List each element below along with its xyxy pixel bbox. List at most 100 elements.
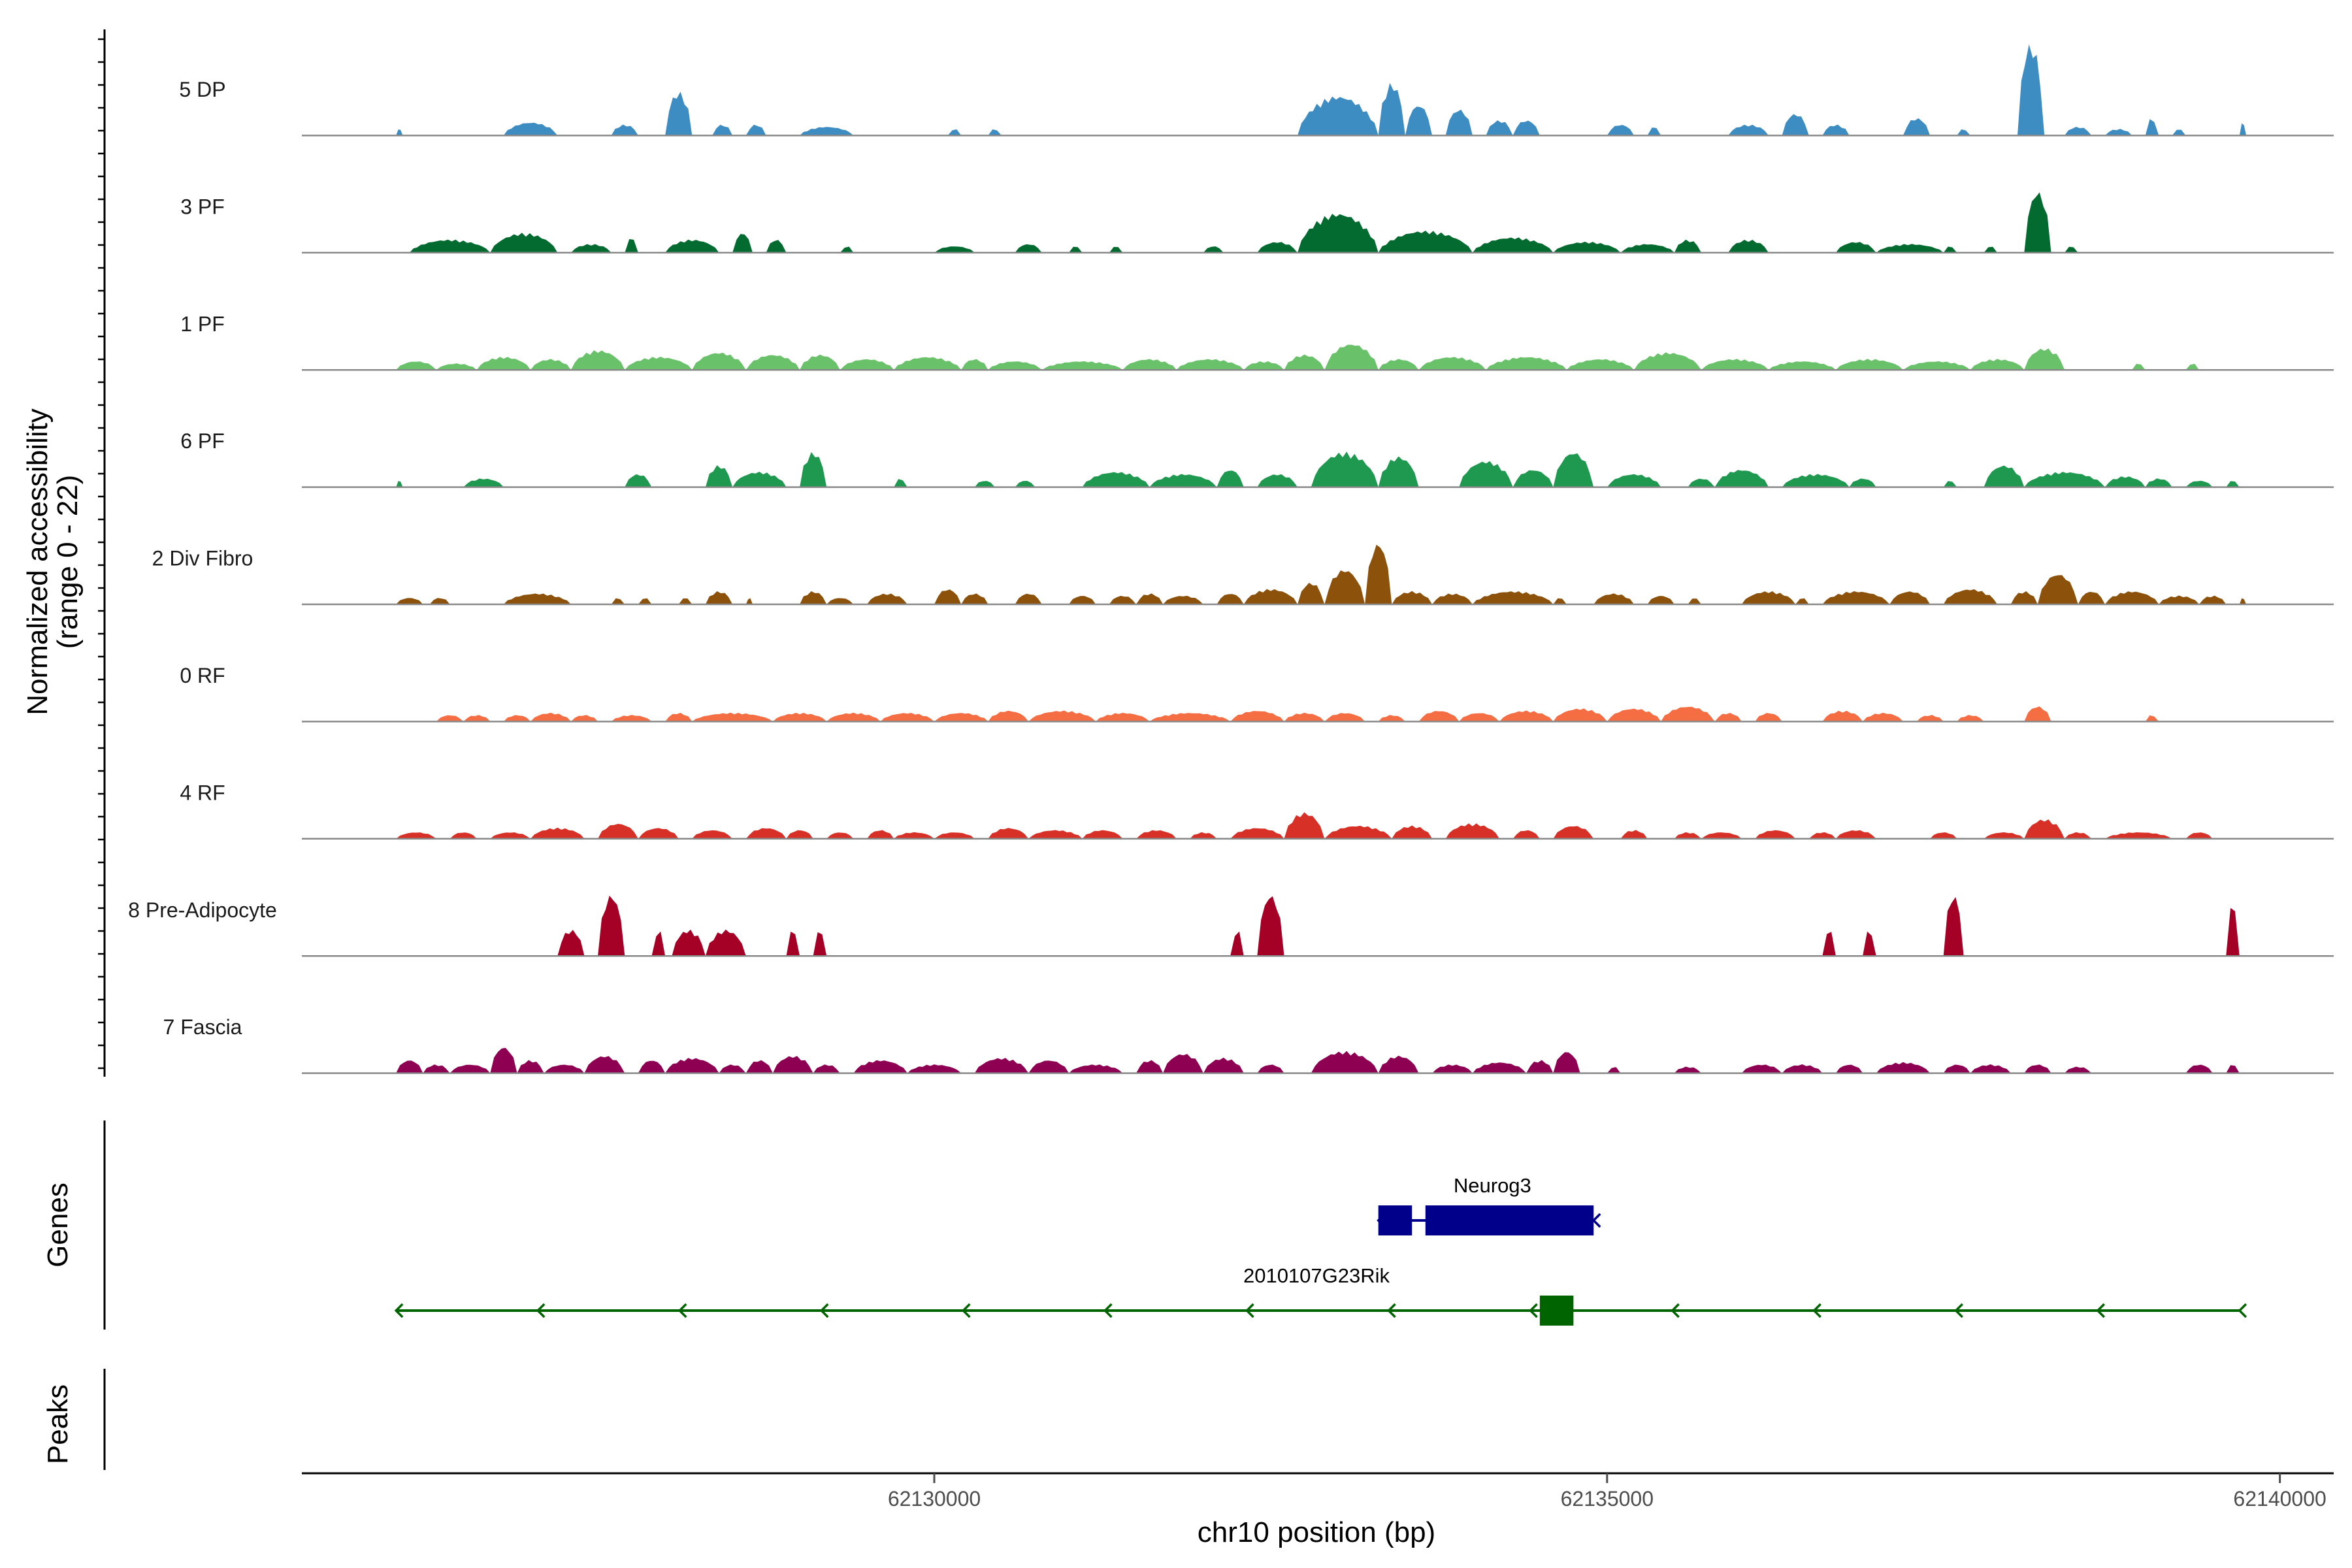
coverage-peak bbox=[894, 832, 934, 839]
coverage-peak bbox=[813, 932, 827, 956]
coverage-peak bbox=[1378, 715, 1405, 722]
coverage-peak bbox=[1324, 570, 1365, 604]
track-6: 4 RF bbox=[180, 781, 2334, 840]
coverage-peak bbox=[1486, 357, 1567, 370]
coverage-peak bbox=[1782, 114, 1809, 136]
coverage-peak bbox=[570, 350, 625, 370]
coverage-peak bbox=[1284, 354, 1325, 370]
coverage-peak bbox=[611, 715, 652, 722]
coverage-peak bbox=[1378, 1055, 1419, 1073]
coverage-peak bbox=[1512, 120, 1540, 136]
coverage-peak bbox=[1957, 715, 1984, 722]
track-label: 1 PF bbox=[180, 312, 225, 336]
coverage-peak bbox=[1028, 710, 1096, 722]
track-0: 5 DP bbox=[179, 44, 2334, 137]
coverage-peak bbox=[1553, 453, 1594, 487]
coverage-peak bbox=[1984, 832, 2025, 839]
gene-label: Neurog3 bbox=[1454, 1174, 1531, 1197]
coverage-peak bbox=[1984, 246, 1998, 253]
gene-exon bbox=[1539, 1296, 1574, 1326]
strand-arrow bbox=[961, 1303, 971, 1318]
coverage-peak bbox=[396, 1060, 423, 1073]
coverage-peak bbox=[1769, 361, 1836, 370]
coverage-peak bbox=[2065, 832, 2092, 839]
track-3: 6 PF bbox=[180, 429, 2334, 488]
coverage-peak bbox=[1378, 82, 1405, 136]
coverage-peak bbox=[1217, 470, 1244, 487]
coverage-peak bbox=[2024, 348, 2065, 370]
coverage-peak bbox=[988, 361, 1042, 370]
coverage-peak bbox=[463, 715, 491, 722]
coverage-peak bbox=[1755, 830, 1796, 839]
coverage-peak bbox=[557, 930, 585, 956]
coverage-peak bbox=[988, 710, 1029, 722]
coverage-peak bbox=[1365, 544, 1392, 604]
coverage-peak bbox=[1418, 357, 1486, 370]
coverage-peak bbox=[867, 830, 894, 839]
coverage-peak bbox=[1822, 124, 1850, 136]
coverage-peak bbox=[1647, 127, 1661, 136]
coverage-peak bbox=[719, 1064, 746, 1073]
coverage-peak bbox=[2017, 44, 2045, 136]
coverage-peak bbox=[1553, 1052, 1580, 1073]
coverage-peak bbox=[1970, 1064, 2011, 1073]
coverage-peak bbox=[1392, 825, 1433, 839]
coverage-peak bbox=[672, 929, 706, 956]
coverage-peak bbox=[2145, 715, 2159, 722]
coverage-peak bbox=[1835, 242, 1876, 253]
coverage-peak bbox=[2199, 595, 2227, 604]
coverage-peak bbox=[1674, 239, 1701, 253]
coverage-peak bbox=[1203, 1057, 1244, 1073]
coverage-peak bbox=[598, 895, 625, 956]
coverage-peak bbox=[745, 124, 766, 136]
coverage-peak bbox=[2185, 832, 2213, 839]
coverage-peak bbox=[665, 1058, 719, 1073]
coverage-peak bbox=[1526, 1060, 1554, 1073]
coverage-peak bbox=[1203, 246, 1224, 253]
track-label: 8 Pre-Adipocyte bbox=[128, 898, 277, 922]
coverage-peak bbox=[1176, 359, 1244, 370]
track-2: 1 PF bbox=[180, 312, 2334, 371]
coverage-peak bbox=[1957, 129, 1970, 136]
x-tick-label: 62140000 bbox=[2233, 1487, 2326, 1511]
coverage-peak bbox=[2065, 127, 2092, 136]
coverage-peak bbox=[1553, 241, 1621, 253]
coverage-peak bbox=[766, 240, 787, 253]
coverage-peak bbox=[503, 122, 558, 136]
coverage-peak bbox=[1230, 711, 1284, 722]
coverage-peak bbox=[988, 828, 1029, 839]
coverage-peak bbox=[2024, 192, 2051, 253]
coverage-peak bbox=[1324, 825, 1392, 839]
coverage-peak bbox=[1418, 711, 1460, 722]
coverage-peak bbox=[1620, 244, 1674, 253]
coverage-peak bbox=[2159, 595, 2199, 604]
coverage-peak bbox=[853, 1060, 907, 1073]
coverage-peak bbox=[1311, 1051, 1379, 1073]
gene-annotation-track: Neurog3 2010107G23Rik bbox=[394, 1174, 2247, 1326]
coverage-peak bbox=[517, 1060, 544, 1073]
coverage-peak bbox=[490, 233, 558, 253]
track-label: 3 PF bbox=[180, 195, 225, 218]
coverage-peak bbox=[1378, 456, 1419, 487]
coverage-peak bbox=[503, 715, 531, 722]
coverage-peak bbox=[1190, 832, 1217, 839]
coverage-peak bbox=[1136, 593, 1164, 604]
coverage-peak bbox=[1015, 244, 1042, 253]
coverage-peak bbox=[476, 357, 531, 370]
coverage-peak bbox=[1015, 593, 1042, 604]
coverage-peak bbox=[611, 124, 638, 136]
y-axis-title-line1: Normalized accessibility bbox=[22, 408, 54, 715]
coverage-peak bbox=[2185, 480, 2213, 487]
coverage-peak bbox=[1378, 231, 1473, 253]
strand-arrow bbox=[1592, 1213, 1601, 1228]
coverage-peak bbox=[651, 931, 666, 956]
coverage-peak bbox=[544, 1064, 585, 1073]
coverage-peak bbox=[1257, 1064, 1284, 1073]
coverage-peak bbox=[1311, 451, 1379, 487]
coverage-peak bbox=[1661, 706, 1715, 722]
coverage-peak bbox=[1553, 826, 1594, 839]
coverage-peak bbox=[1863, 712, 1903, 722]
coverage-peak bbox=[2226, 907, 2240, 956]
coverage-peak bbox=[1553, 708, 1607, 722]
